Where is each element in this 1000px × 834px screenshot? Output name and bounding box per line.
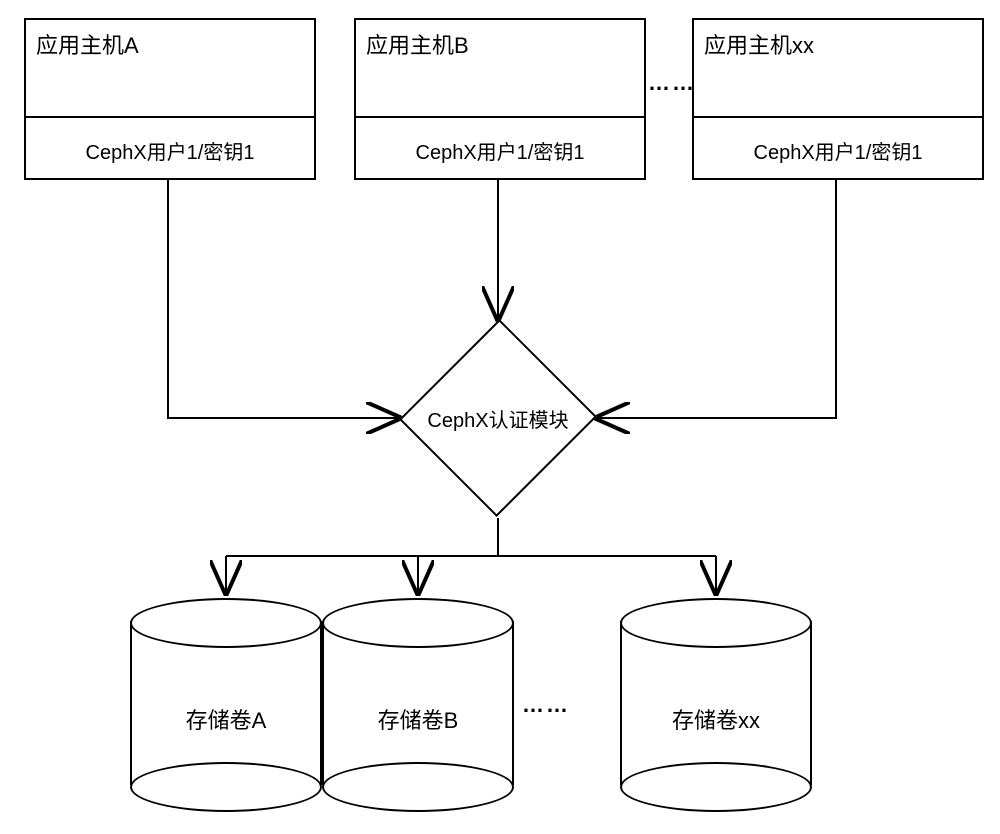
cylinder-a-top <box>130 598 322 648</box>
cylinder-a-bottom <box>130 762 322 812</box>
host-box-xx: 应用主机xx CephX用户1/密钥1 <box>692 18 984 180</box>
arrow-hostA-to-auth <box>168 176 398 418</box>
host-b-cred: CephX用户1/密钥1 <box>356 136 644 165</box>
host-b-divider <box>356 116 644 118</box>
host-a-divider <box>26 116 314 118</box>
host-box-a: 应用主机A CephX用户1/密钥1 <box>24 18 316 180</box>
cylinder-b-top <box>322 598 514 648</box>
cylinder-a: 存储卷A <box>130 598 322 808</box>
ellipsis-cylinders: …… <box>522 692 570 718</box>
ellipsis-hosts: …… <box>648 70 696 96</box>
cylinder-b-bottom <box>322 762 514 812</box>
cylinder-xx: 存储卷xx <box>620 598 812 808</box>
cylinder-a-label: 存储卷A <box>130 703 322 735</box>
host-xx-cred: CephX用户1/密钥1 <box>694 136 982 165</box>
host-a-cred: CephX用户1/密钥1 <box>26 136 314 165</box>
host-b-title: 应用主机B <box>366 28 469 60</box>
arrow-hostXX-to-auth <box>598 176 836 418</box>
host-xx-title: 应用主机xx <box>704 28 814 60</box>
cylinder-b-label: 存储卷B <box>322 703 514 735</box>
host-a-title: 应用主机A <box>36 28 139 60</box>
cylinder-xx-label: 存储卷xx <box>620 703 812 735</box>
host-xx-divider <box>694 116 982 118</box>
cylinder-xx-bottom <box>620 762 812 812</box>
cylinder-b: 存储卷B <box>322 598 514 808</box>
auth-diamond-label: CephX认证模块 <box>427 404 568 433</box>
host-box-b: 应用主机B CephX用户1/密钥1 <box>354 18 646 180</box>
diagram-canvas: 应用主机A CephX用户1/密钥1 应用主机B CephX用户1/密钥1 ……… <box>0 0 1000 834</box>
cylinder-xx-top <box>620 598 812 648</box>
auth-diamond: CephX认证模块 <box>429 349 567 487</box>
